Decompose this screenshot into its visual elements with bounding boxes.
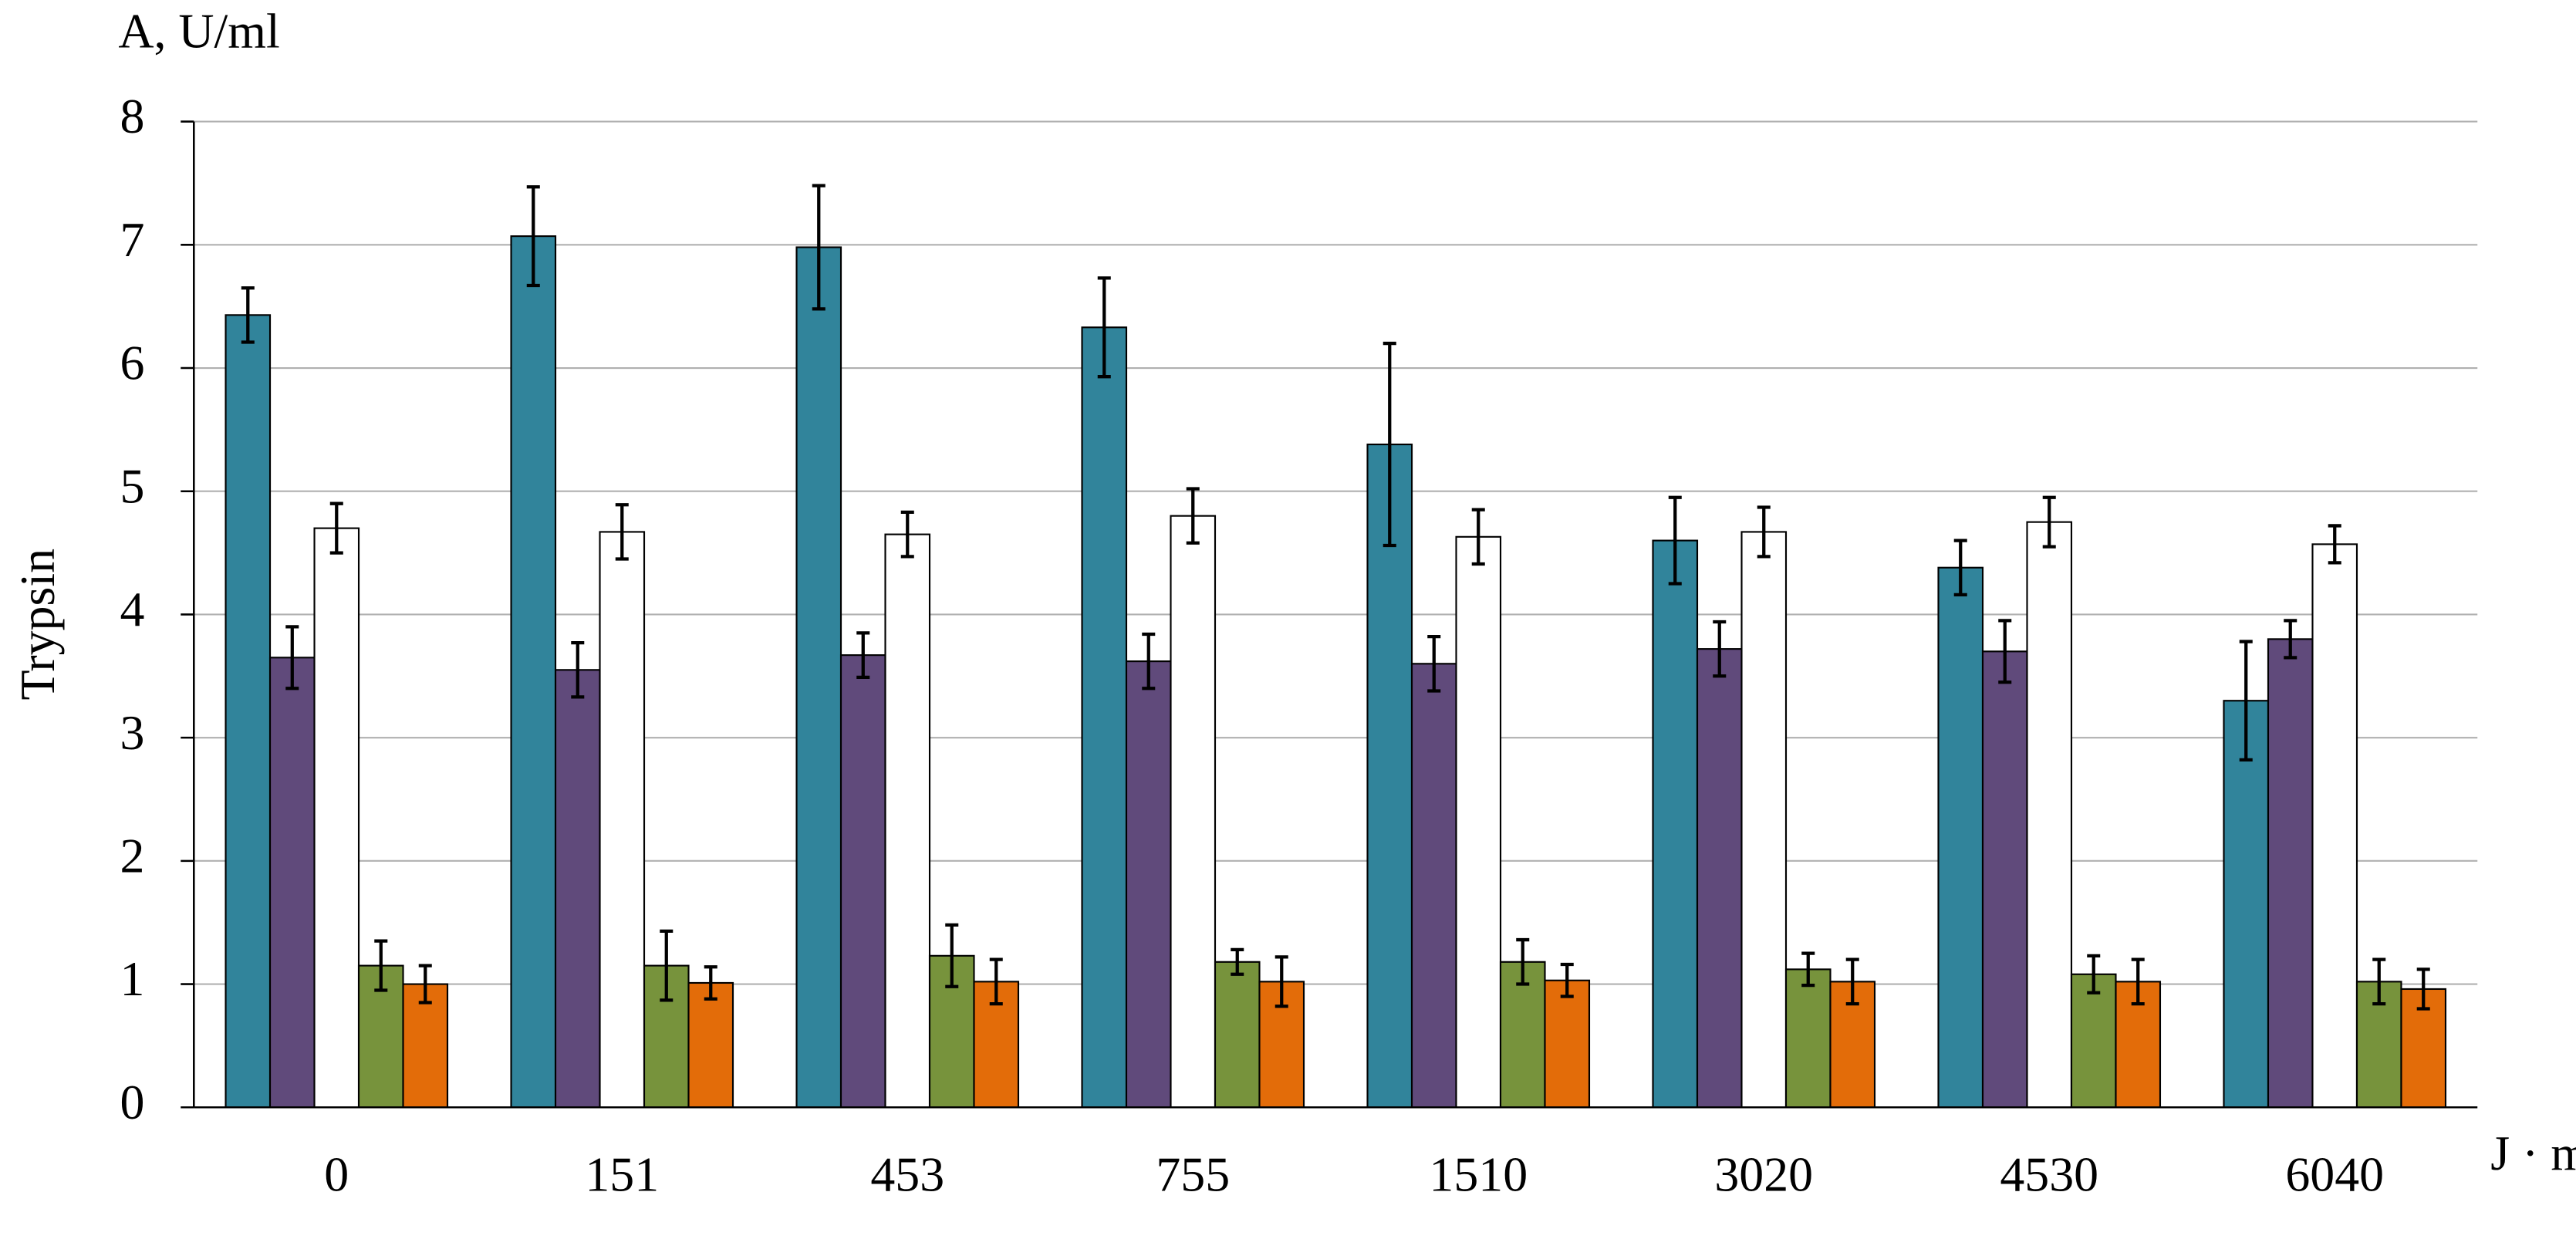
error-bar [1668,495,1682,586]
error-bar [856,631,870,680]
error-bar [1998,619,2012,684]
bar [1696,648,1743,1109]
bar [2311,543,2358,1109]
error-bar [1471,508,1485,566]
y-tick-label: 8 [120,89,144,144]
error-bar [1274,955,1288,1008]
bar [1410,663,1457,1109]
bar [1981,650,2028,1109]
bar [225,314,272,1109]
y-tick-label: 4 [120,582,144,637]
bar [1784,968,1832,1109]
bar [1499,961,1546,1109]
error-bar [2087,954,2101,994]
error-bar [2131,957,2145,1006]
bar [1214,961,1261,1109]
y-tick-label: 7 [120,212,144,267]
bar [2223,700,2270,1109]
error-bar [2042,495,2056,549]
error-bar [1427,635,1441,693]
error-bar [1186,487,1200,545]
error-bar [1097,276,1111,379]
bar [1544,979,1591,1109]
bar [1081,326,1128,1109]
error-bar [241,286,255,344]
bar [1740,531,1788,1109]
error-bar [571,641,585,699]
error-bar [900,510,914,559]
bar [884,533,931,1109]
error-bar [418,964,432,1005]
bar [1652,539,1699,1109]
y-tick-label: 0 [120,1075,144,1130]
error-bar [704,965,717,1001]
x-tick-label: 755 [1156,1147,1230,1202]
x-axis-label: J · m² [2490,1126,2576,1180]
error-bar [2328,524,2341,565]
error-bar [2284,619,2297,660]
error-bar [1560,962,1574,998]
bar [599,531,646,1109]
bar [402,983,449,1109]
y-tick-label: 5 [120,458,144,513]
bar [795,246,842,1109]
error-bar [285,625,299,691]
error-bar [2239,640,2253,762]
error-bar [2372,957,2386,1006]
y-tick-label: 3 [120,705,144,760]
error-bar [1713,620,1727,678]
y-axis-unit: A, U/ml [118,4,279,59]
error-bar [2416,967,2430,1011]
error-bar [329,501,343,555]
error-bar [989,957,1003,1006]
error-bar [1142,632,1156,691]
error-bar [1757,505,1771,559]
bar [1125,660,1172,1109]
x-tick-label: 1510 [1429,1147,1528,1202]
bar [313,527,360,1109]
error-bar [1383,341,1396,548]
error-bar [615,503,629,561]
error-bar [1516,937,1530,986]
y-tick-label: 1 [120,951,144,1006]
x-tick-label: 4530 [2000,1147,2098,1202]
error-bar [526,185,540,288]
y-axis-label: Trypsin [10,549,65,700]
bar [687,981,734,1109]
error-bar [945,923,959,988]
error-bar [1953,539,1967,597]
error-bar [1845,957,1859,1006]
y-tick-label: 6 [120,336,144,390]
error-bar [660,929,674,1002]
x-tick-label: 151 [585,1147,659,1202]
x-tick-label: 0 [324,1147,349,1202]
bar [1366,443,1413,1109]
bar [554,669,601,1109]
bar [2267,638,2314,1109]
bar [1455,535,1502,1109]
y-tick-label: 2 [120,829,144,883]
bar [1170,515,1217,1109]
error-bar [1231,947,1244,976]
error-bar [1801,951,1815,988]
x-tick-label: 3020 [1714,1147,1813,1202]
x-tick-label: 453 [870,1147,944,1202]
bar [268,657,316,1109]
error-bar [812,184,825,311]
bar [839,654,886,1109]
bar [2026,521,2073,1109]
bar [510,235,557,1109]
bar [1937,566,1984,1109]
error-bar [374,939,388,992]
x-tick-label: 6040 [2285,1147,2384,1202]
